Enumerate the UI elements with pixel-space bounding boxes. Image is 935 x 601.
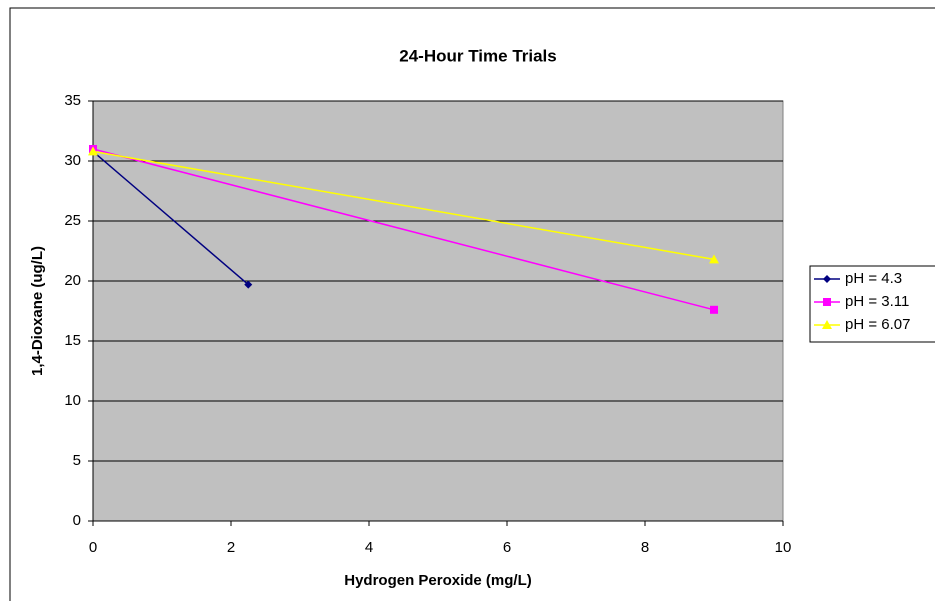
series-line: [92, 150, 715, 261]
x-tick-label: 2: [227, 539, 235, 556]
x-axis-label: Hydrogen Peroxide (mg/L): [344, 572, 532, 589]
x-tick-label: 8: [641, 539, 649, 556]
series-line: [92, 150, 249, 286]
chart-title: 24-Hour Time Trials: [399, 46, 556, 65]
y-tick-label: 0: [73, 512, 81, 529]
marker: [244, 280, 253, 289]
y-axis-label: 1,4-Dioxane (ug/L): [29, 246, 46, 376]
legend-marker: [823, 275, 831, 283]
y-tick-label: 30: [64, 152, 81, 169]
marker: [709, 254, 719, 264]
legend-marker: [822, 320, 832, 329]
x-tick-label: 4: [365, 539, 373, 556]
x-tick-label: 6: [503, 539, 511, 556]
marker: [88, 146, 98, 156]
series-line: [92, 148, 715, 311]
y-tick-label: 15: [64, 332, 81, 349]
x-tick-label: 0: [89, 539, 97, 556]
legend-label: pH = 4.3: [845, 270, 902, 287]
y-tick-label: 25: [64, 212, 81, 229]
legend-label: pH = 3.11: [845, 293, 909, 310]
y-tick-label: 5: [73, 452, 81, 469]
y-tick-label: 35: [64, 92, 81, 109]
legend-label: pH = 6.07: [845, 316, 910, 333]
marker: [710, 305, 718, 314]
x-tick-label: 10: [775, 539, 792, 556]
legend-marker: [823, 298, 831, 306]
y-tick-label: 10: [64, 392, 81, 409]
plot-area: [92, 100, 784, 522]
y-tick-label: 20: [64, 272, 81, 289]
